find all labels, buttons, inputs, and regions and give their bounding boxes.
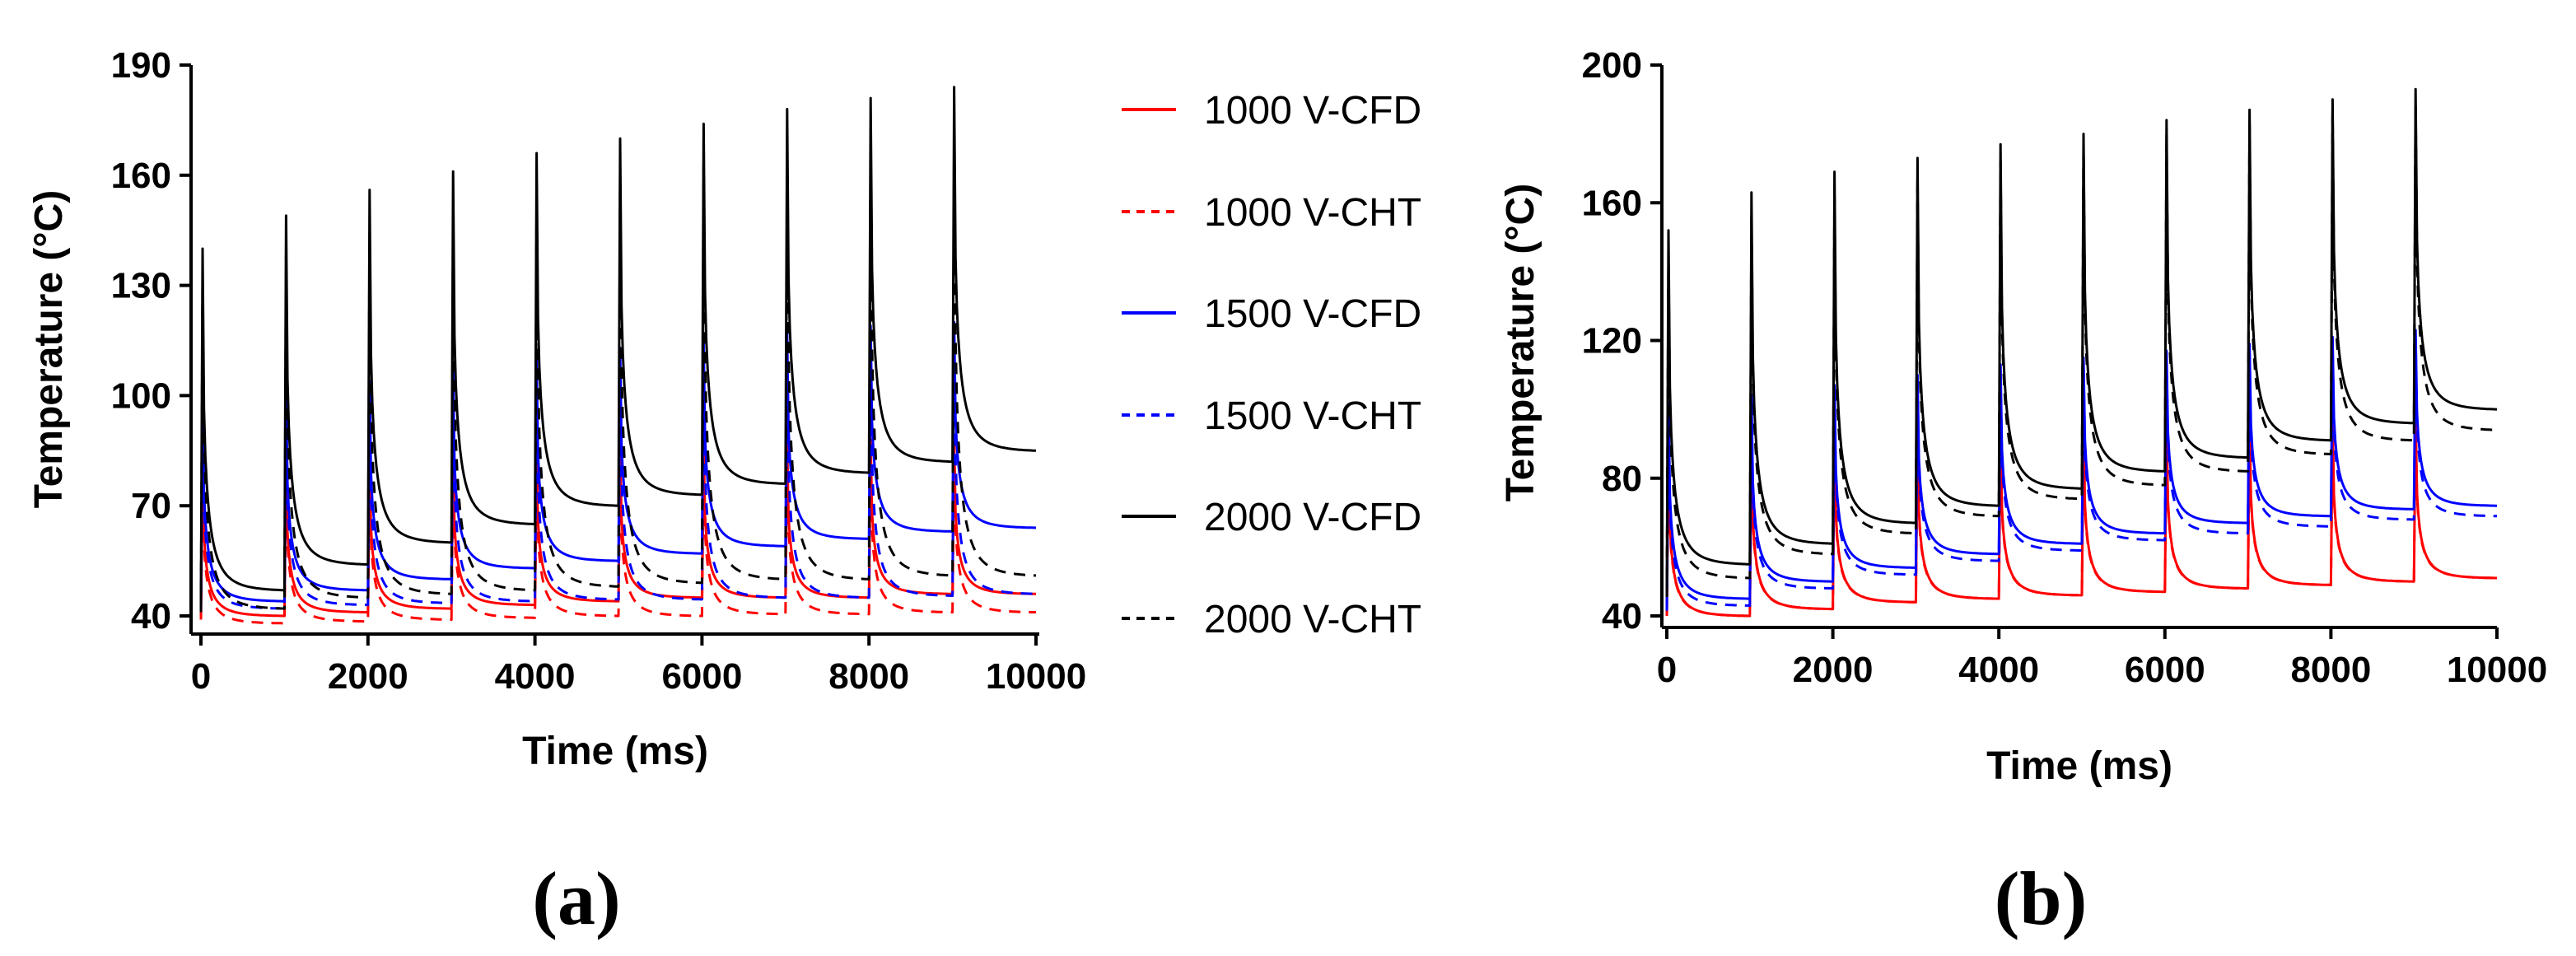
x-tick-label-b: 6000: [2125, 650, 2205, 690]
legend: 1000 V-CFD 1000 V-CHT 1500 V-CFD 1500 V-…: [1122, 89, 1421, 641]
y-tick-label-b: 80: [1602, 459, 1642, 499]
legend-label-2000-cfd: 2000 V-CFD: [1204, 496, 1421, 539]
legend-item-2000-cfd: 2000 V-CFD: [1122, 496, 1421, 539]
y-tick-label-b: 200: [1582, 45, 1642, 86]
plot-lines-b: [1665, 87, 2497, 618]
y-axis-title-a: Temperature (°C): [27, 190, 71, 508]
series-line-2000-cht-a: [199, 129, 1036, 613]
x-axis-title-b: Time (ms): [1986, 744, 2172, 788]
series-line-1500-cht-b: [1665, 339, 2497, 611]
x-tick-label-b: 2000: [1793, 650, 1874, 690]
legend-label-2000-cht: 2000 V-CHT: [1204, 598, 1421, 641]
y-tick-label-a: 130: [111, 266, 171, 306]
x-tick-label-a: 8000: [828, 656, 909, 697]
legend-label-1500-cfd: 1500 V-CFD: [1204, 292, 1421, 336]
x-tick-label-a: 6000: [661, 656, 742, 697]
x-tick-label-a: 2000: [328, 656, 408, 697]
x-tick-label-b: 4000: [1958, 650, 2039, 690]
y-tick-label-a: 190: [111, 45, 171, 86]
x-tick-label-b: 0: [1657, 650, 1677, 690]
series-line-1500-cfd-b: [1665, 329, 2497, 608]
series-line-1000-cht-a: [199, 449, 1036, 625]
series-line-1000-cht-b: [1665, 422, 2497, 618]
y-axis-title-b: Temperature (°C): [1499, 184, 1542, 501]
x-tick-label-a: 0: [191, 656, 211, 697]
series-line-1000-cfd-a: [199, 438, 1036, 618]
series-line-1500-cht-a: [199, 339, 1036, 613]
legend-item-1000-cfd: 1000 V-CFD: [1122, 89, 1421, 133]
panel-label-a: (a): [532, 856, 620, 940]
y-tick-label-a: 70: [131, 486, 171, 526]
x-axis-title-a: Time (ms): [522, 730, 708, 773]
y-tick-label-a: 160: [111, 156, 171, 196]
ticks-a: 40 70 100 130 160 190 0 2000 4000 6000 8000 10000: [111, 45, 1087, 697]
y-tick-label-b: 160: [1582, 183, 1642, 223]
x-tick-label-b: 8000: [2290, 650, 2371, 690]
legend-item-1500-cfd: 1500 V-CFD: [1122, 292, 1421, 336]
panel-label-b: (b): [1995, 856, 2087, 940]
x-tick-label-a: 10000: [986, 656, 1086, 697]
legend-label-1500-cht: 1500 V-CHT: [1204, 394, 1421, 438]
y-tick-label-b: 40: [1602, 596, 1642, 637]
plot-lines-a: [199, 86, 1037, 625]
y-tick-label-a: 100: [111, 375, 171, 416]
chart-panel-a: 40 70 100 130 160 190 0 2000 4000 6000 8000 10000 T…: [27, 45, 1086, 940]
legend-item-1000-cht: 1000 V-CHT: [1122, 191, 1421, 235]
legend-label-1000-cfd: 1000 V-CFD: [1204, 89, 1421, 133]
legend-item-1500-cht: 1500 V-CHT: [1122, 394, 1421, 438]
x-tick-label-a: 4000: [495, 656, 576, 697]
legend-label-1000-cht: 1000 V-CHT: [1204, 191, 1421, 235]
legend-item-2000-cht: 2000 V-CHT: [1122, 598, 1421, 641]
x-tick-label-b: 10000: [2447, 650, 2547, 690]
y-tick-label-b: 120: [1582, 321, 1642, 361]
y-tick-label-a: 40: [131, 596, 171, 637]
